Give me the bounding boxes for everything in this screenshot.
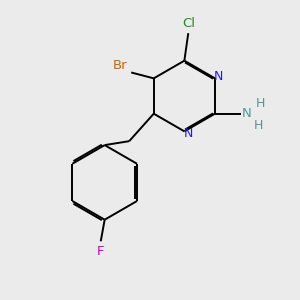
Text: N: N <box>242 107 251 120</box>
Text: Br: Br <box>113 59 128 72</box>
Text: F: F <box>97 244 104 258</box>
Text: N: N <box>184 127 193 140</box>
Text: N: N <box>214 70 224 83</box>
Text: H: H <box>254 119 263 132</box>
Text: H: H <box>255 98 265 110</box>
Text: Cl: Cl <box>182 17 195 30</box>
